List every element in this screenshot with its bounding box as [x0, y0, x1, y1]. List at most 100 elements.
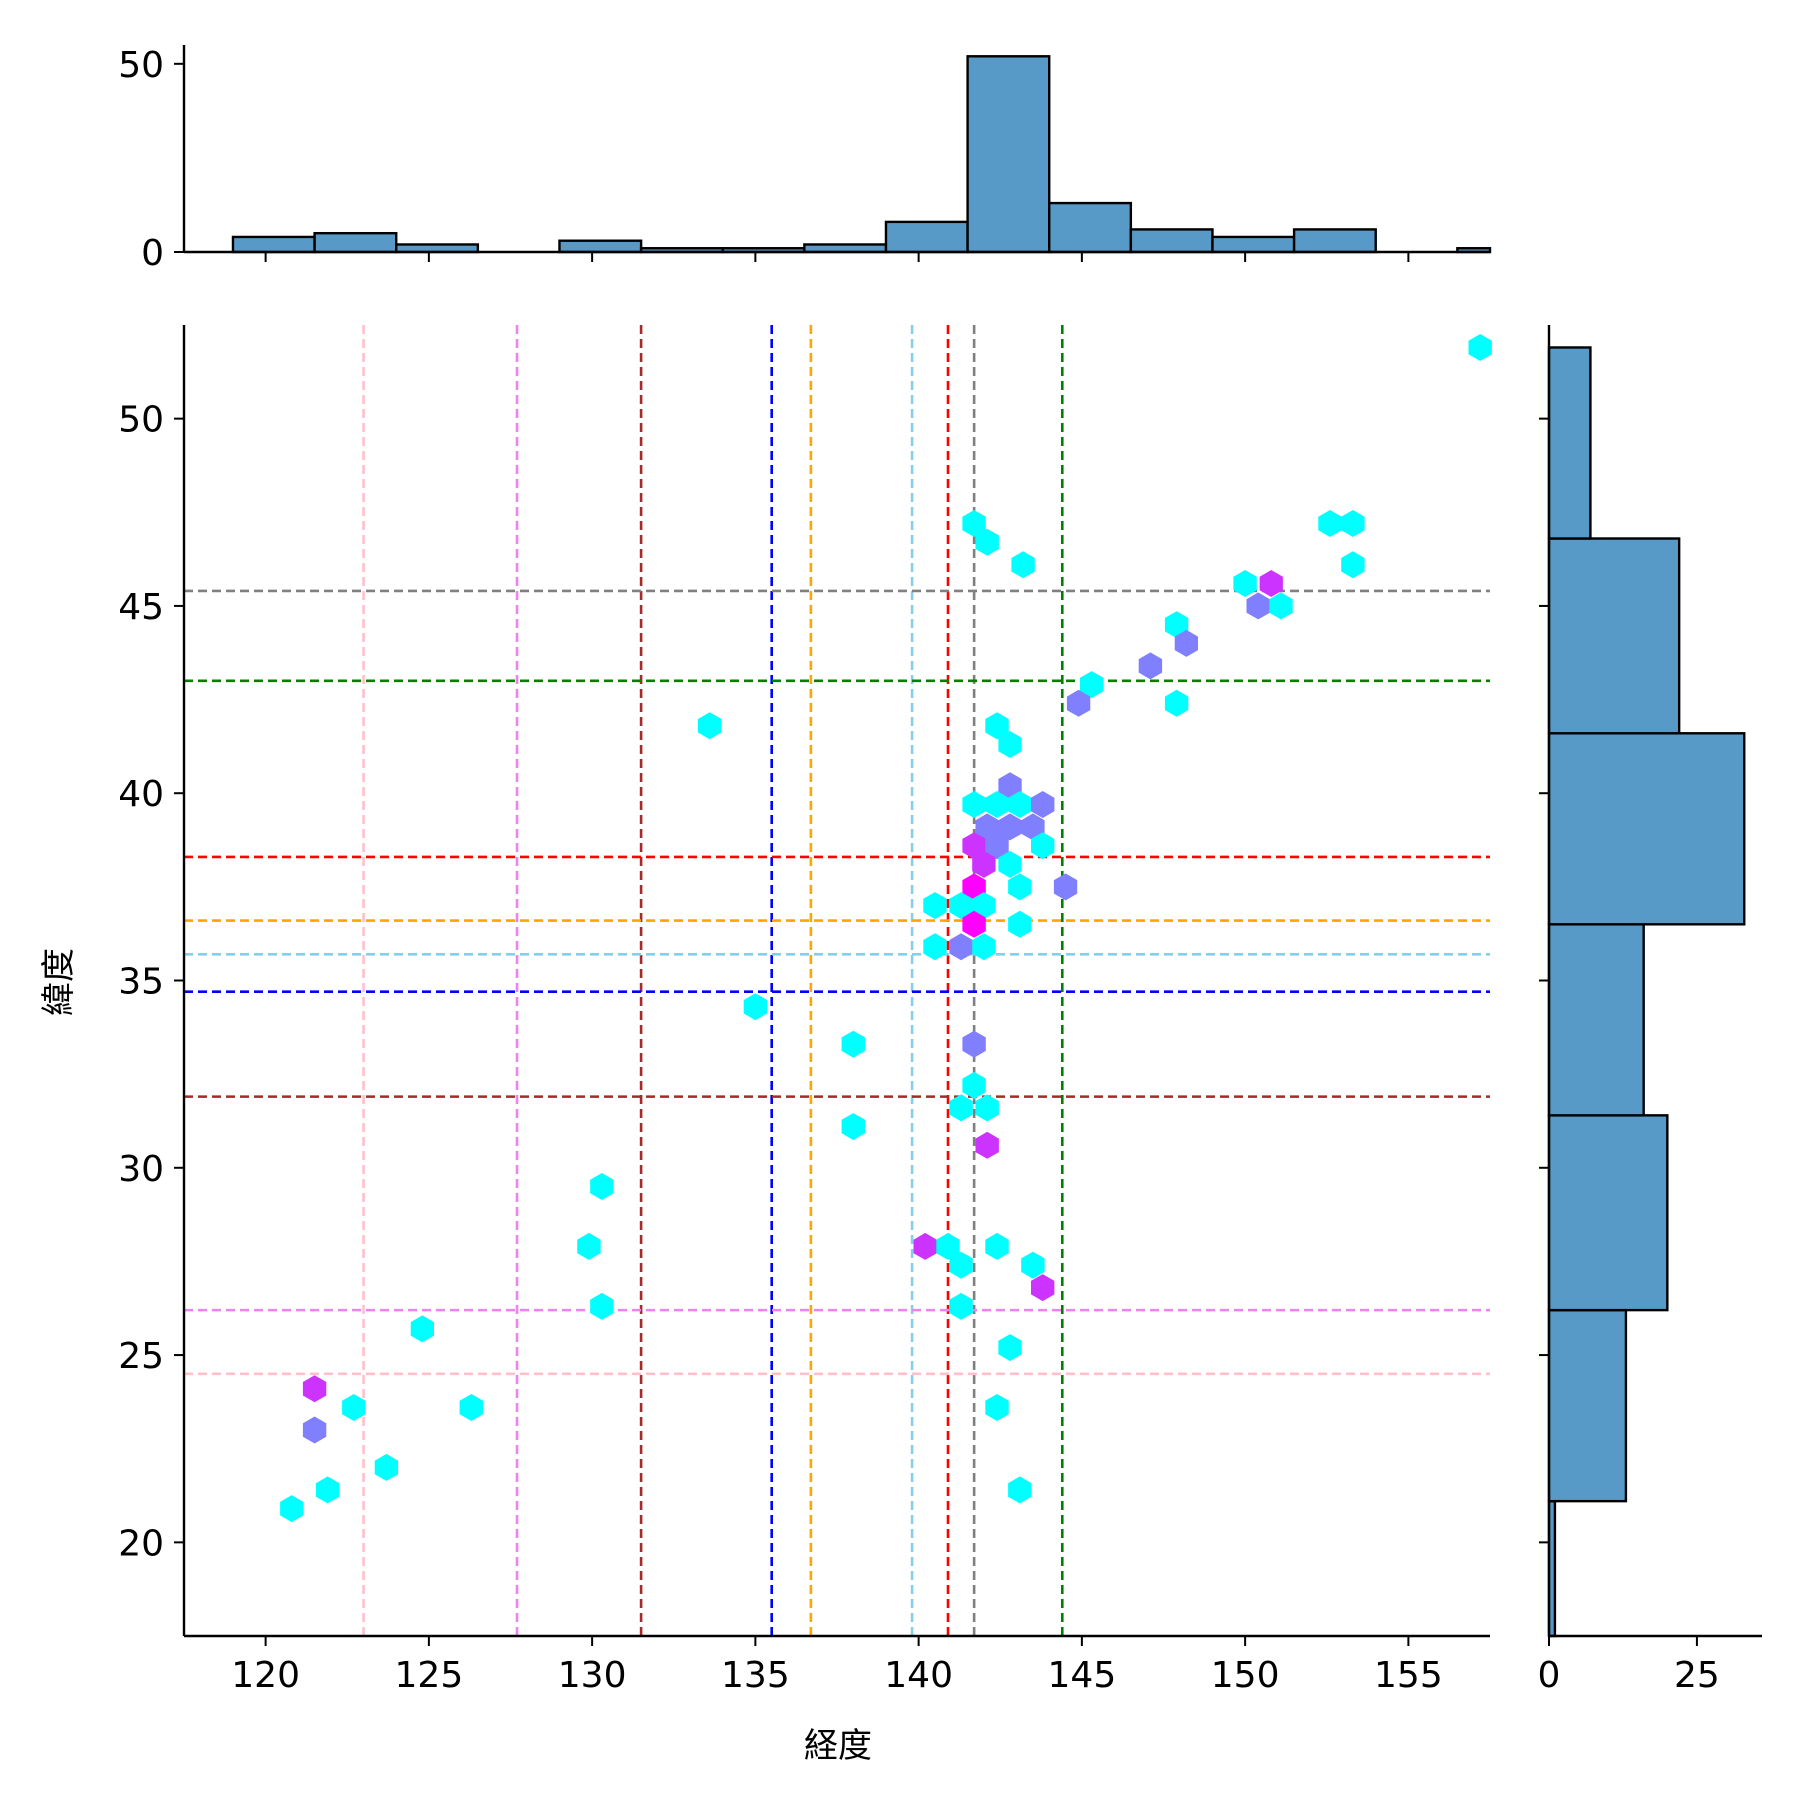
top-hist-y-tick-label: 0 [141, 233, 164, 274]
hexbin [1031, 791, 1055, 818]
hexbin [913, 1232, 937, 1260]
right-hist-bar [1547, 732, 1746, 926]
hexbin [1011, 551, 1035, 579]
hexbin [410, 1315, 434, 1343]
top-hist-y-tick-label: 50 [118, 45, 164, 86]
hexbin [975, 1094, 999, 1122]
right-hist-x-tick-label: 0 [1538, 1655, 1561, 1696]
hexbin [459, 1394, 483, 1421]
y-tick-label: 25 [118, 1336, 164, 1377]
hexbin [975, 528, 999, 556]
x-tick-label: 140 [884, 1655, 953, 1696]
hexbin [316, 1476, 340, 1504]
top-hist-bar [1048, 201, 1133, 254]
hexbin [1008, 791, 1032, 818]
right-hist-bar [1547, 1114, 1669, 1312]
hexbin [1259, 570, 1283, 597]
hexbin [975, 813, 999, 841]
right-hist-bar [1547, 923, 1645, 1117]
hexbin [374, 1453, 399, 1481]
hexbin [590, 1292, 614, 1320]
hexbin [1233, 570, 1257, 597]
right-hist-bar [1547, 537, 1681, 735]
hexbin [998, 813, 1022, 841]
hexbin [1021, 1251, 1045, 1279]
hexbin [590, 1173, 614, 1200]
y-tick-label: 45 [118, 587, 164, 628]
top-hist-bar [884, 220, 969, 254]
hexbin [302, 1375, 327, 1403]
hexbin [923, 933, 947, 961]
hexbin [1008, 873, 1032, 901]
hexbin [936, 1232, 960, 1260]
hexbin [985, 791, 1009, 818]
hexbin [962, 873, 986, 901]
hexbin [949, 1292, 973, 1320]
hexbin [1468, 334, 1492, 361]
hexbin [1138, 652, 1163, 680]
hexbin [1031, 1274, 1055, 1302]
hexbin [302, 1416, 327, 1444]
top-hist-bar [1129, 228, 1214, 254]
x-axis-title: 経度 [804, 1726, 872, 1766]
hexbin [1031, 832, 1055, 860]
hexbin [985, 1394, 1009, 1421]
top-hist-bar [966, 55, 1051, 254]
right-hist-bar [1547, 1308, 1628, 1503]
hexbin [1066, 689, 1091, 717]
hexbin [972, 892, 996, 920]
hexbin [998, 850, 1022, 878]
hexbin [972, 933, 996, 961]
hexbin [949, 892, 973, 920]
hexbin [841, 1113, 865, 1141]
y-tick-label: 40 [118, 774, 164, 815]
hexbin [1008, 1476, 1032, 1504]
hexbin [975, 1131, 999, 1159]
hexbin [949, 1251, 973, 1279]
hexbin [280, 1495, 304, 1523]
hexbin [342, 1394, 366, 1421]
main-plot: 120 125 130 135 140 145 150 155 20 25 30 35 40 45 50 [118, 325, 1492, 1696]
hexbin [962, 1071, 986, 1099]
hexbin [962, 1030, 986, 1058]
right-hist-x-tick-label: 25 [1674, 1655, 1720, 1696]
hexbin [949, 933, 973, 961]
hexbin [1008, 910, 1032, 938]
right-hist-bar [1547, 346, 1592, 540]
main-axes: 120 125 130 135 140 145 150 155 20 25 30 35 40 45 50 [118, 325, 1490, 1696]
hexbin [1318, 510, 1342, 537]
hexbin [577, 1232, 601, 1260]
hexbin [1021, 813, 1045, 841]
hexbin [962, 910, 986, 938]
top-histogram: 0 50 [118, 45, 1492, 274]
right-histogram: 0 25 [1538, 325, 1762, 1696]
hexbin [998, 772, 1022, 800]
hexbin [841, 1030, 865, 1058]
hexbin [998, 1334, 1022, 1362]
hexbin [1341, 510, 1365, 537]
hexbin [1174, 629, 1198, 657]
hexbin [1080, 671, 1104, 699]
hexbin [985, 832, 1009, 860]
x-tick-label: 155 [1374, 1655, 1443, 1696]
y-tick-label: 20 [118, 1523, 164, 1564]
hexbin [1053, 873, 1078, 901]
hexbin [1269, 592, 1293, 620]
hexbin [985, 712, 1009, 740]
hexbin [972, 850, 996, 878]
x-tick-label: 120 [231, 1655, 300, 1696]
hexbin [962, 510, 986, 537]
y-axis-title: 緯度 [39, 948, 79, 1016]
x-tick-label: 145 [1048, 1655, 1117, 1696]
hexbin [698, 712, 722, 740]
x-tick-label: 135 [721, 1655, 790, 1696]
x-tick-label: 150 [1211, 1655, 1280, 1696]
x-tick-label: 130 [558, 1655, 627, 1696]
hexbin [1164, 611, 1189, 639]
hexbin [962, 832, 986, 860]
y-tick-label: 50 [118, 400, 164, 441]
hexbin [985, 1232, 1009, 1260]
hexbin [949, 1094, 973, 1122]
hexbin-layer [280, 334, 1492, 1523]
